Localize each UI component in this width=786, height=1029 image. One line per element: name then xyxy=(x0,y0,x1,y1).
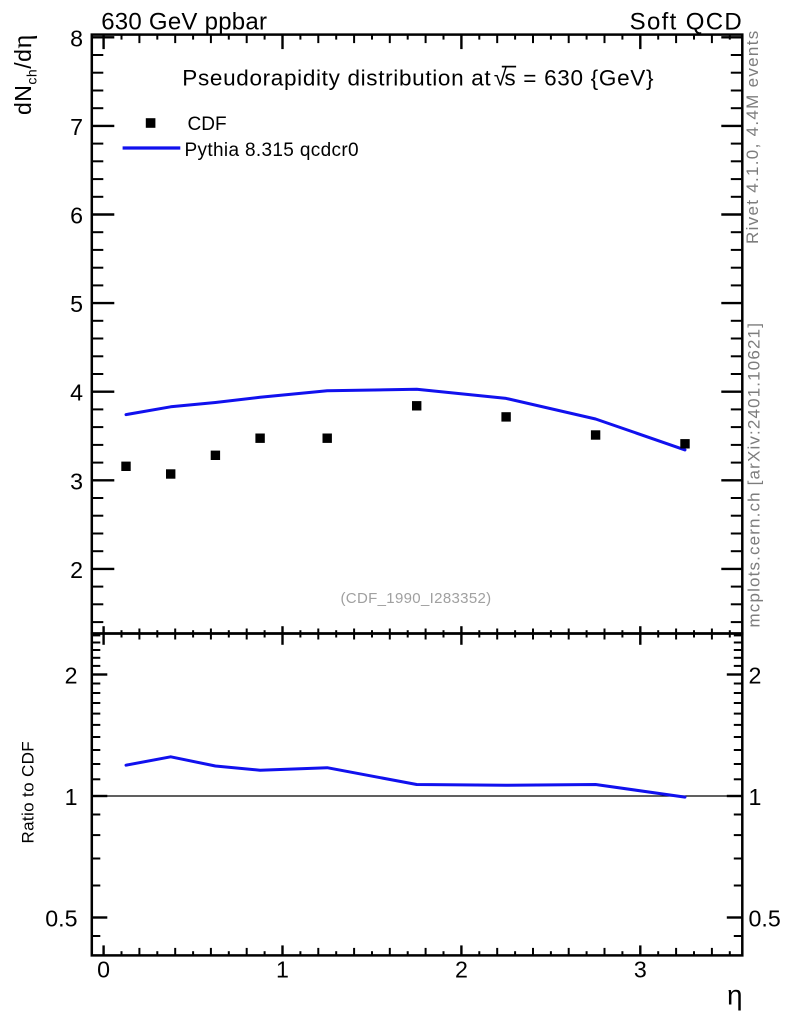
svg-text:2: 2 xyxy=(65,662,78,688)
svg-text:s = 630 {GeV}: s = 630 {GeV} xyxy=(504,66,654,91)
svg-text:2: 2 xyxy=(70,557,83,583)
svg-text:1: 1 xyxy=(276,957,289,983)
svg-text:√: √ xyxy=(494,65,508,92)
svg-text:0.5: 0.5 xyxy=(749,905,781,931)
svg-text:8: 8 xyxy=(70,25,83,51)
svg-text:3: 3 xyxy=(70,468,83,494)
svg-text:0: 0 xyxy=(97,957,110,983)
svg-text:(CDF_1990_I283352): (CDF_1990_I283352) xyxy=(340,590,491,607)
svg-text:η: η xyxy=(727,980,743,1011)
svg-text:6: 6 xyxy=(70,203,83,229)
svg-text:630 GeV ppbar: 630 GeV ppbar xyxy=(101,8,267,35)
svg-text:3: 3 xyxy=(634,957,647,983)
svg-text:2: 2 xyxy=(455,957,468,983)
svg-text:1: 1 xyxy=(65,784,78,810)
svg-text:CDF: CDF xyxy=(188,114,227,135)
svg-text:Ratio to CDF: Ratio to CDF xyxy=(19,741,38,843)
svg-text:mcplots.cern.ch [arXiv:2401.10: mcplots.cern.ch [arXiv:2401.10621] xyxy=(745,322,764,628)
svg-text:Rivet 4.1.0, 4.4M events: Rivet 4.1.0, 4.4M events xyxy=(743,29,762,244)
svg-text:4: 4 xyxy=(70,380,83,406)
svg-text:Pythia 8.315 qcdcr0: Pythia 8.315 qcdcr0 xyxy=(185,140,359,161)
svg-text:7: 7 xyxy=(70,114,83,140)
svg-text:2: 2 xyxy=(749,662,762,688)
svg-text:Pseudorapidity distribution at: Pseudorapidity distribution at xyxy=(182,66,491,91)
svg-text:Soft QCD: Soft QCD xyxy=(630,9,744,36)
svg-text:0.5: 0.5 xyxy=(45,905,77,931)
svg-text:5: 5 xyxy=(70,291,83,317)
svg-text:1: 1 xyxy=(749,784,762,810)
